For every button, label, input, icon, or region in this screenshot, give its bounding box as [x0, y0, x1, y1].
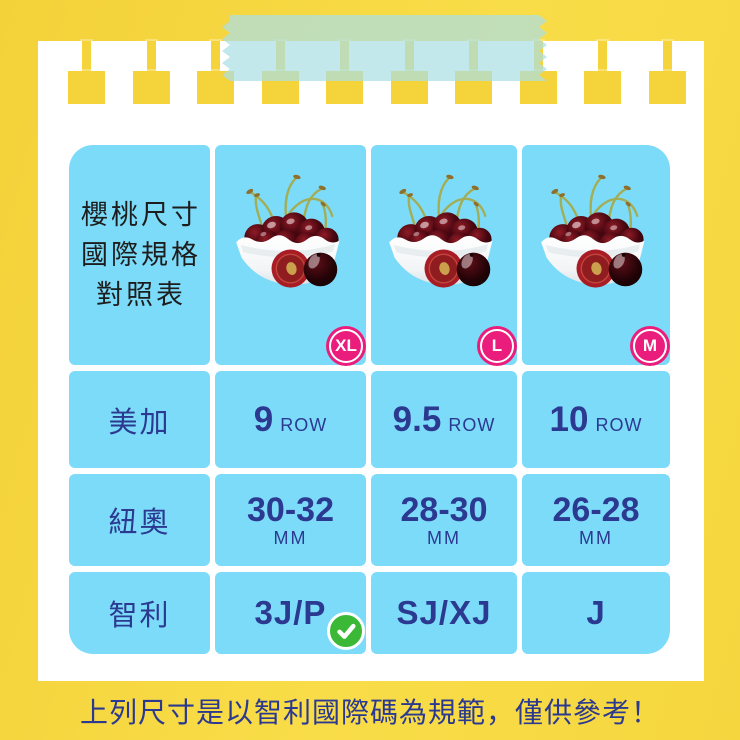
value-cell: 28-30 MM	[371, 474, 517, 566]
cherry-bowl-image	[227, 161, 363, 309]
value-cell-checked: 3J/P	[215, 572, 366, 654]
value-cell: 9.5 ROW	[371, 371, 517, 468]
footer-note-banner: 上列尺寸是以智利國際碼為規範，僅供參考！	[0, 681, 740, 740]
header-cell-l: L	[371, 145, 517, 366]
size-badge-xl: XL	[326, 326, 366, 366]
row-label-nz-aus: 紐奧	[69, 474, 210, 566]
value-cell: J	[522, 572, 670, 654]
calendar-pin	[133, 41, 170, 104]
calendar-pin	[68, 41, 105, 104]
table-layer: 櫻桃尺寸 國際規格 對照表 XL L M	[38, 41, 704, 681]
size-comparison-table: 櫻桃尺寸 國際規格 對照表 XL L M	[69, 145, 670, 654]
value-cell: SJ/XJ	[371, 572, 517, 654]
row-label-chile: 智利	[69, 572, 210, 654]
value-cell: 26-28 MM	[522, 474, 670, 566]
header-cell-xl: XL	[215, 145, 366, 366]
value-cell: 30-32 MM	[215, 474, 366, 566]
value-cell: 9 ROW	[215, 371, 366, 468]
check-icon	[327, 612, 365, 650]
cherry-bowl-image	[380, 161, 516, 309]
value-cell: 10 ROW	[522, 371, 670, 468]
table-title: 櫻桃尺寸 國際規格 對照表	[81, 200, 201, 310]
size-badge-l: L	[477, 326, 517, 366]
cherry-bowl-image	[532, 161, 668, 309]
row-label-usa-canada: 美加	[69, 371, 210, 468]
calendar-pin	[584, 41, 621, 104]
calendar-pin	[649, 41, 686, 104]
table-title-cell: 櫻桃尺寸 國際規格 對照表	[69, 145, 210, 365]
washi-tape	[222, 15, 547, 81]
size-badge-m: M	[630, 326, 670, 366]
header-cell-m: M	[522, 145, 670, 366]
footer-note: 上列尺寸是以智利國際碼為規範，僅供參考！	[79, 696, 660, 728]
